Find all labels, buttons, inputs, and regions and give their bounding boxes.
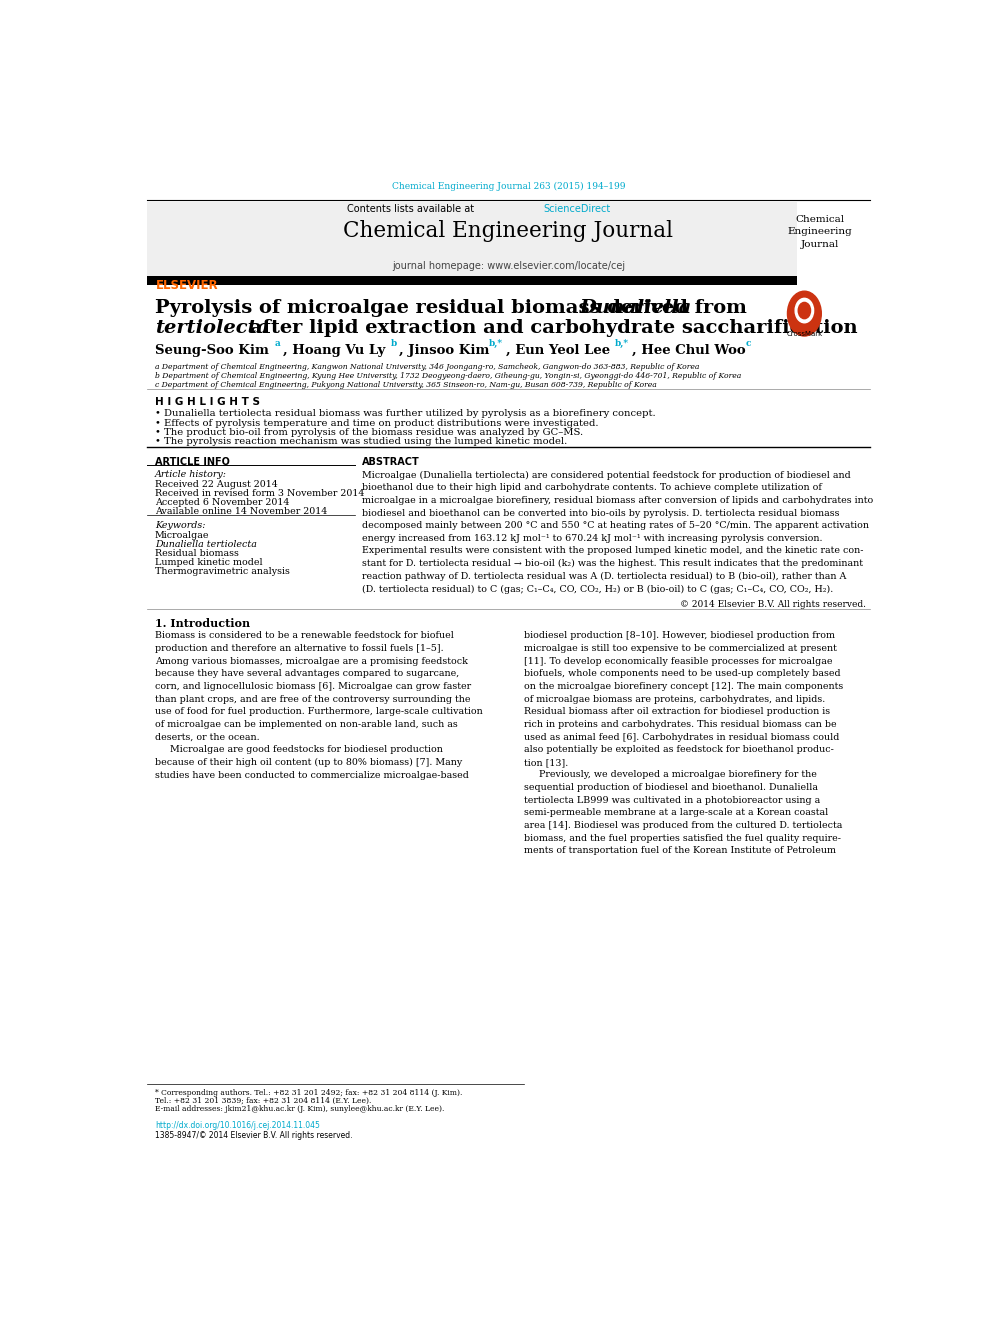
- FancyBboxPatch shape: [147, 201, 797, 277]
- Text: ARTICLE INFO: ARTICLE INFO: [155, 458, 229, 467]
- Text: Chemical Engineering Journal: Chemical Engineering Journal: [343, 220, 674, 242]
- Text: Seung-Soo Kim: Seung-Soo Kim: [155, 344, 269, 357]
- Text: * Corresponding authors. Tel.: +82 31 201 2492; fax: +82 31 204 8114 (J. Kim).: * Corresponding authors. Tel.: +82 31 20…: [155, 1089, 462, 1097]
- Text: Available online 14 November 2014: Available online 14 November 2014: [155, 507, 327, 516]
- Text: • Effects of pyrolysis temperature and time on product distributions were invest: • Effects of pyrolysis temperature and t…: [155, 418, 598, 427]
- Text: http://dx.doi.org/10.1016/j.cej.2014.11.045: http://dx.doi.org/10.1016/j.cej.2014.11.…: [155, 1122, 319, 1130]
- Text: Accepted 6 November 2014: Accepted 6 November 2014: [155, 497, 289, 507]
- Text: after lipid extraction and carbohydrate saccharification: after lipid extraction and carbohydrate …: [243, 319, 858, 336]
- Text: c Department of Chemical Engineering, Pukyong National University, 365 Sinseon-r: c Department of Chemical Engineering, Pu…: [155, 381, 657, 389]
- Text: Dunaliella tertiolecta: Dunaliella tertiolecta: [155, 540, 257, 549]
- FancyBboxPatch shape: [147, 277, 797, 284]
- Text: biodiesel production [8–10]. However, biodiesel production from
microalgae is st: biodiesel production [8–10]. However, bi…: [524, 631, 843, 856]
- Text: H I G H L I G H T S: H I G H L I G H T S: [155, 397, 260, 407]
- Text: • The product bio-oil from pyrolysis of the biomass residue was analyzed by GC–M: • The product bio-oil from pyrolysis of …: [155, 427, 583, 437]
- Text: Chemical
Engineering
Journal: Chemical Engineering Journal: [788, 214, 852, 249]
- Text: a Department of Chemical Engineering, Kangwon National University, 346 Joongang-: a Department of Chemical Engineering, Ka…: [155, 363, 699, 370]
- Text: Biomass is considered to be a renewable feedstock for biofuel
production and the: Biomass is considered to be a renewable …: [155, 631, 482, 779]
- Text: a: a: [275, 339, 281, 348]
- Text: c: c: [745, 339, 751, 348]
- Text: 1385-8947/© 2014 Elsevier B.V. All rights reserved.: 1385-8947/© 2014 Elsevier B.V. All right…: [155, 1131, 352, 1139]
- Text: Article history:: Article history:: [155, 471, 227, 479]
- Text: ELSEVIER: ELSEVIER: [157, 279, 219, 292]
- Text: Lumped kinetic model: Lumped kinetic model: [155, 558, 262, 568]
- Text: Received 22 August 2014: Received 22 August 2014: [155, 480, 278, 488]
- Circle shape: [799, 303, 810, 319]
- Text: b,*: b,*: [614, 339, 629, 348]
- Text: ScienceDirect: ScienceDirect: [543, 204, 610, 213]
- Text: , Eun Yeol Lee: , Eun Yeol Lee: [506, 344, 610, 357]
- Text: Chemical Engineering Journal 263 (2015) 194–199: Chemical Engineering Journal 263 (2015) …: [392, 183, 625, 192]
- Text: Dunaliella: Dunaliella: [580, 299, 692, 318]
- Text: © 2014 Elsevier B.V. All rights reserved.: © 2014 Elsevier B.V. All rights reserved…: [680, 599, 866, 609]
- Text: E-mail addresses: jkim21@khu.ac.kr (J. Kim), sunylee@khu.ac.kr (E.Y. Lee).: E-mail addresses: jkim21@khu.ac.kr (J. K…: [155, 1105, 444, 1113]
- Text: CrossMark: CrossMark: [787, 331, 822, 337]
- Circle shape: [788, 291, 821, 336]
- Text: b Department of Chemical Engineering, Kyung Hee University, 1732 Deogyeong-daero: b Department of Chemical Engineering, Ky…: [155, 372, 741, 380]
- Circle shape: [796, 298, 813, 323]
- Text: , Hee Chul Woo: , Hee Chul Woo: [632, 344, 746, 357]
- Text: Received in revised form 3 November 2014: Received in revised form 3 November 2014: [155, 488, 364, 497]
- Text: ABSTRACT: ABSTRACT: [362, 458, 420, 467]
- Text: Tel.: +82 31 201 3839; fax: +82 31 204 8114 (E.Y. Lee).: Tel.: +82 31 201 3839; fax: +82 31 204 8…: [155, 1097, 371, 1105]
- Text: b,*: b,*: [488, 339, 502, 348]
- Text: • The pyrolysis reaction mechanism was studied using the lumped kinetic model.: • The pyrolysis reaction mechanism was s…: [155, 437, 567, 446]
- Text: 1. Introduction: 1. Introduction: [155, 618, 250, 630]
- Text: tertiolecta: tertiolecta: [155, 319, 269, 336]
- Text: , Hoang Vu Ly: , Hoang Vu Ly: [283, 344, 386, 357]
- Text: Microalgae: Microalgae: [155, 531, 209, 540]
- Text: journal homepage: www.elsevier.com/locate/cej: journal homepage: www.elsevier.com/locat…: [392, 261, 625, 271]
- Text: Residual biomass: Residual biomass: [155, 549, 239, 558]
- Text: Thermogravimetric analysis: Thermogravimetric analysis: [155, 568, 290, 577]
- Text: Pyrolysis of microalgae residual biomass derived from: Pyrolysis of microalgae residual biomass…: [155, 299, 753, 318]
- Text: Contents lists available at: Contents lists available at: [347, 204, 477, 213]
- Text: • Dunaliella tertiolecta residual biomass was further utilized by pyrolysis as a: • Dunaliella tertiolecta residual biomas…: [155, 409, 656, 418]
- Text: Microalgae (Dunaliella tertiolecta) are considered potential feedstock for produ: Microalgae (Dunaliella tertiolecta) are …: [362, 471, 874, 594]
- Text: b: b: [391, 339, 397, 348]
- Text: Keywords:: Keywords:: [155, 521, 205, 531]
- Text: , Jinsoo Kim: , Jinsoo Kim: [399, 344, 490, 357]
